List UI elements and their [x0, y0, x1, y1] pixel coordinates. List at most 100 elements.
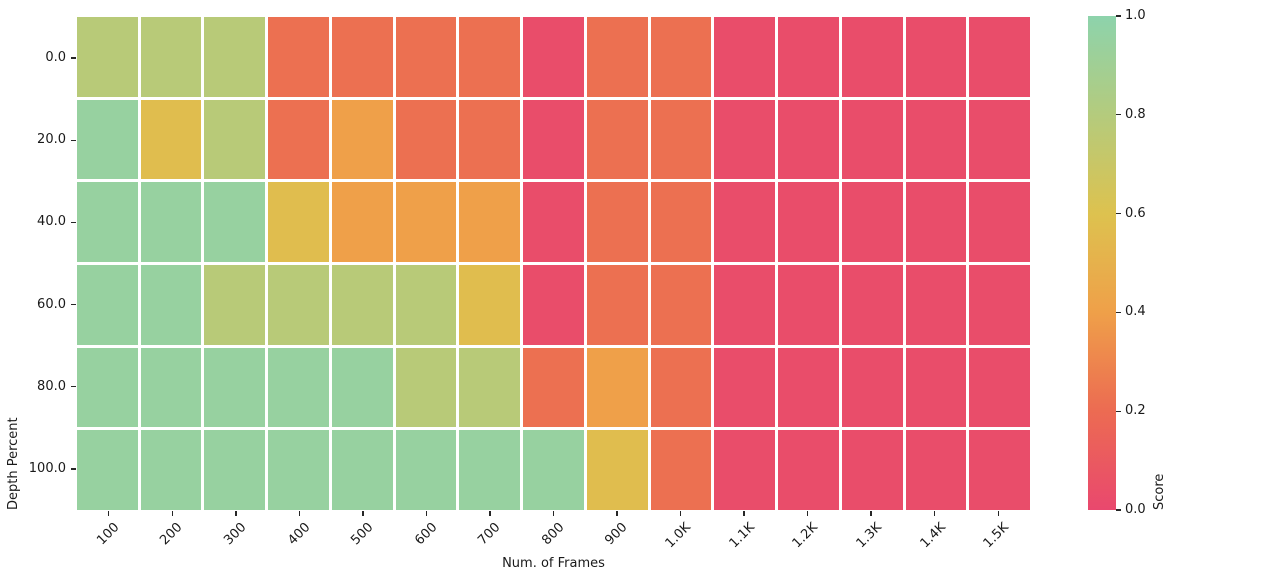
heatmap-cell-row3-col8	[586, 264, 648, 345]
heatmap-cell-row4-col4	[331, 347, 393, 428]
heatmap-cell-row0-col9	[650, 17, 712, 97]
heatmap-cell-row0-col7	[523, 17, 584, 97]
heatmap-cell-row1-col8	[586, 99, 648, 180]
y-tick-label: 20.0	[37, 132, 66, 148]
heatmap-cell-row0-col8	[586, 17, 648, 97]
x-tick-mark	[362, 511, 364, 516]
heatmap-cell-row2-col3	[268, 182, 329, 262]
heatmap-cell-row1-col4	[331, 99, 393, 180]
heatmap-cell-row4-col2	[204, 347, 266, 428]
x-tick-label: 800	[538, 520, 568, 549]
y-tick-mark	[71, 139, 76, 141]
heatmap-cell-row4-col14	[969, 347, 1030, 428]
x-tick-mark	[489, 511, 491, 516]
heatmap-cell-row1-col12	[841, 99, 903, 180]
heatmap-cell-row3-col2	[204, 264, 266, 345]
x-tick-label: 1.0K	[662, 520, 695, 552]
heatmap-cell-row5-col3	[268, 430, 329, 510]
x-tick-mark	[806, 511, 809, 516]
heatmap-cell-row2-col2	[204, 182, 266, 262]
y-tick-mark	[71, 303, 76, 306]
heatmap-cell-row0-col6	[459, 17, 521, 97]
heatmap-cell-row2-col12	[841, 182, 903, 262]
colorbar-tick-mark	[1116, 114, 1121, 116]
heatmap-cell-row4-col12	[841, 347, 903, 428]
heatmap-cell-row3-col13	[905, 264, 967, 345]
x-tick-label: 1.2K	[789, 520, 822, 552]
x-tick-label: 300	[221, 520, 250, 549]
heatmap-cell-row0-col13	[905, 17, 967, 97]
heatmap-cell-row3-col14	[969, 264, 1030, 345]
colorbar	[1088, 16, 1116, 510]
heatmap-cell-row5-col8	[586, 430, 648, 510]
heatmap-cell-row4-col7	[523, 347, 584, 428]
heatmap-cell-row1-col6	[459, 99, 521, 180]
x-axis-title: Num. of Frames	[502, 556, 605, 571]
heatmap-cell-row3-col1	[140, 264, 202, 345]
heatmap-cell-row3-col12	[841, 264, 903, 345]
heatmap-cell-row4-col9	[650, 347, 712, 428]
heatmap-cell-row1-col2	[204, 99, 266, 180]
heatmap-cell-row5-col11	[778, 430, 839, 510]
x-tick-mark	[997, 511, 999, 516]
heatmap-cell-row1-col11	[778, 99, 839, 180]
y-tick-label: 100.0	[28, 460, 66, 476]
colorbar-tick-mark	[1116, 212, 1121, 215]
x-tick-label: 900	[602, 520, 631, 549]
colorbar-tick-label: 0.0	[1125, 502, 1146, 517]
heatmap-cell-row2-col8	[586, 182, 648, 262]
heatmap-cell-row0-col3	[268, 17, 329, 97]
colorbar-tick-label: 1.0	[1125, 8, 1146, 23]
heatmap-cell-row2-col9	[650, 182, 712, 262]
heatmap-cell-row5-col7	[523, 430, 584, 510]
heatmap-cell-row4-col10	[714, 347, 776, 428]
y-tick-label: 80.0	[37, 378, 66, 394]
y-tick-mark	[71, 386, 76, 388]
x-tick-label: 700	[475, 520, 504, 549]
heatmap-cell-row2-col4	[331, 182, 393, 262]
x-tick-mark	[425, 511, 428, 516]
heatmap-cell-row3-col4	[331, 264, 393, 345]
x-tick-mark	[552, 511, 555, 516]
heatmap-cell-row5-col4	[331, 430, 393, 510]
x-tick-label: 500	[348, 520, 377, 549]
x-tick-mark	[108, 511, 110, 516]
heatmap-cell-row5-col9	[650, 430, 712, 510]
x-tick-label: 600	[411, 520, 441, 549]
heatmap-cell-row2-col0	[77, 182, 138, 262]
x-tick-label: 1.1K	[726, 520, 758, 552]
x-tick-mark	[934, 511, 936, 516]
colorbar-tick-label: 0.6	[1125, 205, 1146, 221]
heatmap-plot-area	[77, 17, 1030, 510]
heatmap-cell-row2-col1	[140, 182, 202, 262]
x-tick-mark	[679, 511, 682, 516]
heatmap-cell-row0-col11	[778, 17, 839, 97]
heatmap-cell-row1-col5	[395, 99, 457, 180]
x-tick-mark	[171, 511, 173, 516]
x-tick-mark	[870, 511, 872, 516]
x-tick-mark	[298, 511, 301, 516]
heatmap-cell-row5-col12	[841, 430, 903, 510]
heatmap-cell-row4-col3	[268, 347, 329, 428]
heatmap-cell-row2-col13	[905, 182, 967, 262]
heatmap-cell-row1-col14	[969, 99, 1030, 180]
heatmap-cell-row0-col12	[841, 17, 903, 97]
heatmap-cell-row2-col10	[714, 182, 776, 262]
heatmap-cell-row3-col6	[459, 264, 521, 345]
heatmap-cell-row3-col11	[778, 264, 839, 345]
x-tick-label: 1.4K	[917, 520, 949, 552]
heatmap-cell-row2-col5	[395, 182, 457, 262]
heatmap-cell-row5-col5	[395, 430, 457, 510]
heatmap-cell-row1-col13	[905, 99, 967, 180]
colorbar-tick-mark	[1116, 509, 1121, 511]
heatmap-cell-row1-col1	[140, 99, 202, 180]
heatmap-cell-row3-col10	[714, 264, 776, 345]
heatmap-cell-row2-col14	[969, 182, 1030, 262]
y-axis-title: Depth Percent	[6, 417, 21, 510]
heatmap-cell-row5-col2	[204, 430, 266, 510]
heatmap-cell-row0-col5	[395, 17, 457, 97]
y-tick-mark	[71, 468, 76, 470]
heatmap-cell-row1-col3	[268, 99, 329, 180]
heatmap-cell-row3-col0	[77, 264, 138, 345]
